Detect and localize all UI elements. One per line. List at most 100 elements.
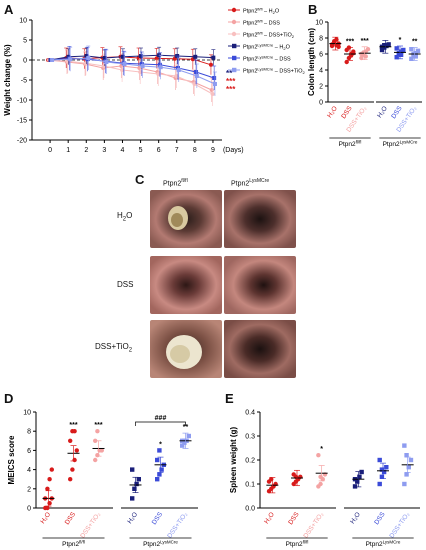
a-legend-label: Ptpn2fl/fl – DSS+TiO2 [243, 31, 295, 40]
a-y-tick-label: 10 [19, 18, 27, 25]
e-data-point [377, 481, 382, 487]
d-data-point [132, 486, 137, 491]
e-data-point [384, 465, 389, 470]
a-x-tick-label: 3 [102, 147, 106, 154]
b-category-label: DSS [390, 105, 404, 121]
d-data-point [130, 467, 135, 472]
b-data-point [413, 54, 418, 59]
a-x-tick-label: 9 [211, 147, 215, 154]
b-y-tick-label: 0 [319, 100, 323, 107]
panel-a-letter: A [4, 2, 14, 17]
a-data-point [154, 56, 159, 61]
d-category-label: H₂O [39, 511, 52, 525]
e-category-label: H₂O [263, 511, 276, 525]
d-data-point [45, 486, 50, 491]
a-data-point [158, 65, 163, 70]
d-significance-label: *** [94, 422, 102, 429]
a-legend-label: Ptpn2LysMCre – DSS+TiO2 [243, 67, 306, 76]
e-data-point [404, 453, 409, 458]
b-data-point [382, 43, 387, 48]
a-data-point [208, 62, 213, 67]
d-y-axis-label: MEICS score [7, 435, 16, 484]
e-data-point [404, 472, 409, 477]
b-data-point [409, 56, 414, 61]
e-data-point [316, 453, 321, 458]
row-label-dss-tio2: DSS+TiO2 [95, 342, 133, 354]
a-x-tick-label: 8 [193, 147, 197, 154]
a-data-point [157, 62, 162, 67]
d-data-point [134, 481, 139, 487]
a-legend-marker [231, 19, 237, 25]
d-data-point [49, 467, 54, 472]
a-x-tick-label: 2 [84, 147, 88, 154]
endoscopy-image-lysmcre-dss-tio2 [224, 320, 296, 378]
a-x-tick-label: 4 [121, 147, 125, 154]
d-y-tick-label: 0 [27, 506, 31, 513]
a-legend-label: Ptpn2LysMCre – DSS [243, 55, 291, 63]
d-data-point [93, 457, 98, 463]
d-comparison-label: ### [155, 415, 167, 422]
a-data-point [104, 60, 109, 64]
b-data-point [379, 47, 385, 53]
d-data-point [70, 467, 75, 472]
a-data-point [120, 68, 125, 72]
a-data-point [68, 57, 73, 62]
e-group-label: Ptpn2fl/fl [286, 540, 309, 549]
a-x-axis-label: (Days) [223, 147, 244, 154]
a-y-tick-label: -20 [17, 138, 27, 145]
d-category-label: H₂O [126, 511, 139, 525]
e-category-label: DSS [373, 511, 387, 527]
d-y-tick-label: 10 [23, 410, 31, 417]
d-data-point [157, 448, 162, 453]
e-y-tick-label: 0.2 [245, 458, 255, 465]
a-x-tick-label: 7 [175, 147, 179, 154]
b-significance-label: *** [346, 39, 354, 46]
d-data-point [74, 448, 80, 453]
panel-c-letter: C [135, 172, 145, 187]
b-y-tick-label: 6 [319, 52, 323, 59]
panel-e-letter: E [225, 391, 234, 406]
b-y-tick-label: 2 [319, 84, 323, 91]
a-significance-label: ** [226, 69, 233, 78]
e-data-point [381, 469, 387, 475]
d-category-label: DSS [64, 511, 78, 527]
e-data-point [406, 465, 411, 470]
col-label-flfl: Ptpn2fl/fl [163, 178, 188, 188]
a-series-line [51, 57, 215, 79]
d-data-point [157, 472, 162, 477]
a-data-point [212, 76, 217, 80]
row-label-h2o: H2O [117, 211, 133, 223]
b-y-tick-label: 4 [319, 68, 323, 75]
e-group-label: Ptpn2LysMCre [366, 540, 401, 549]
b-group-label: Ptpn2LysMCre [383, 140, 418, 149]
b-significance-label: * [399, 37, 402, 44]
b-y-axis-label: Colon length (cm) [307, 28, 316, 96]
d-data-point [159, 467, 164, 472]
a-data-point [210, 92, 215, 96]
a-data-point [138, 54, 143, 58]
e-category-label: DSS+TiO₂ [302, 511, 325, 540]
d-data-point [155, 457, 160, 463]
b-data-point [359, 55, 364, 61]
e-data-point [352, 484, 358, 489]
b-data-point [394, 55, 399, 60]
d-data-point [136, 477, 141, 482]
b-category-label: DSS [340, 105, 354, 121]
d-group-label: Ptpn2fl/fl [62, 540, 85, 549]
b-data-point [361, 50, 366, 55]
a-significance-label: *** [226, 77, 236, 86]
d-data-point [130, 496, 135, 501]
d-data-point [68, 438, 73, 443]
d-data-point [95, 429, 100, 434]
weight-change-chart: 10 5 0 -5 -10 -15 -20 0 1 2 3 4 5 6 7 8 9 (Days) Weight ch… [3, 7, 306, 155]
d-data-point [72, 457, 77, 463]
d-data-point [155, 477, 160, 482]
d-data-point [72, 429, 77, 434]
e-y-tick-label: 0.0 [245, 506, 255, 513]
e-data-point [379, 467, 385, 472]
d-data-point [95, 453, 100, 458]
b-category-label: H₂O [326, 105, 339, 119]
a-data-point [122, 62, 127, 66]
e-data-point [357, 474, 362, 479]
